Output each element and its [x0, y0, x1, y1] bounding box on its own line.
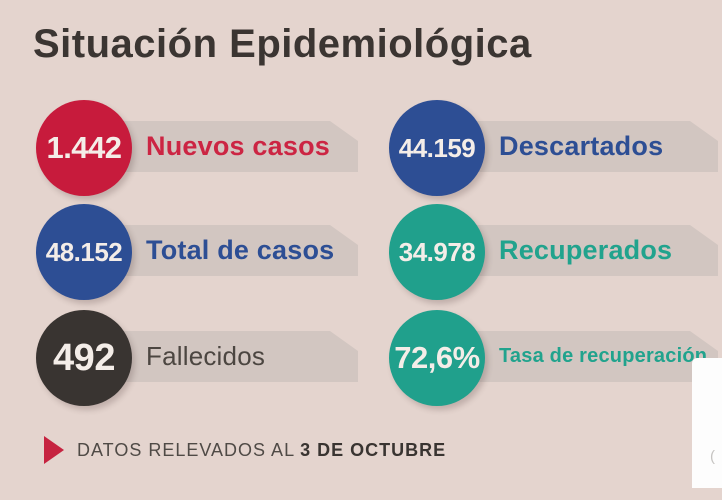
stat-label: Total de casos — [146, 235, 335, 265]
stat-fallecidos: Fallecidos 492 — [36, 310, 371, 406]
stat-recuperados: Recuperados 34.978 — [389, 204, 722, 300]
stat-label: Fallecidos — [146, 341, 266, 371]
page-title: Situación Epidemiológica — [33, 22, 532, 66]
stat-value: 72,6% — [394, 340, 480, 375]
stat-circle: 1.442 — [36, 100, 132, 196]
footer: DATOS RELEVADOS AL 3 DE OCTUBRE — [44, 436, 446, 464]
stat-value: 34.978 — [398, 236, 476, 267]
stat-value: 1.442 — [46, 130, 122, 165]
partial-white-overlay: ( — [692, 358, 722, 488]
stat-total-de-casos: Total de casos 48.152 — [36, 204, 371, 300]
stat-value: 44.159 — [398, 132, 476, 163]
stat-circle: 48.152 — [36, 204, 132, 300]
stat-value: 492 — [53, 336, 115, 379]
stat-circle: 34.978 — [389, 204, 485, 300]
footer-prefix: DATOS RELEVADOS AL — [77, 439, 296, 460]
stat-value: 48.152 — [45, 236, 123, 267]
partial-overlay-glyph: ( — [710, 448, 715, 465]
stat-label: Recuperados — [499, 235, 673, 265]
stat-circle: 44.159 — [389, 100, 485, 196]
stat-nuevos-casos: Nuevos casos 1.442 — [36, 100, 371, 196]
stat-tasa-de-recuperacion: Tasa de recuperación 72,6% — [389, 310, 722, 406]
stat-descartados: Descartados 44.159 — [389, 100, 722, 196]
stat-label: Nuevos casos — [146, 131, 330, 161]
footer-date: 3 DE OCTUBRE — [300, 439, 447, 460]
stat-circle: 72,6% — [389, 310, 485, 406]
stat-circle: 492 — [36, 310, 132, 406]
footer-text: DATOS RELEVADOS AL 3 DE OCTUBRE — [77, 440, 446, 461]
stat-label: Tasa de recuperación — [499, 345, 708, 367]
stat-label: Descartados — [499, 131, 664, 161]
play-triangle-icon — [44, 436, 64, 464]
stat-banner: Recuperados — [437, 225, 718, 276]
